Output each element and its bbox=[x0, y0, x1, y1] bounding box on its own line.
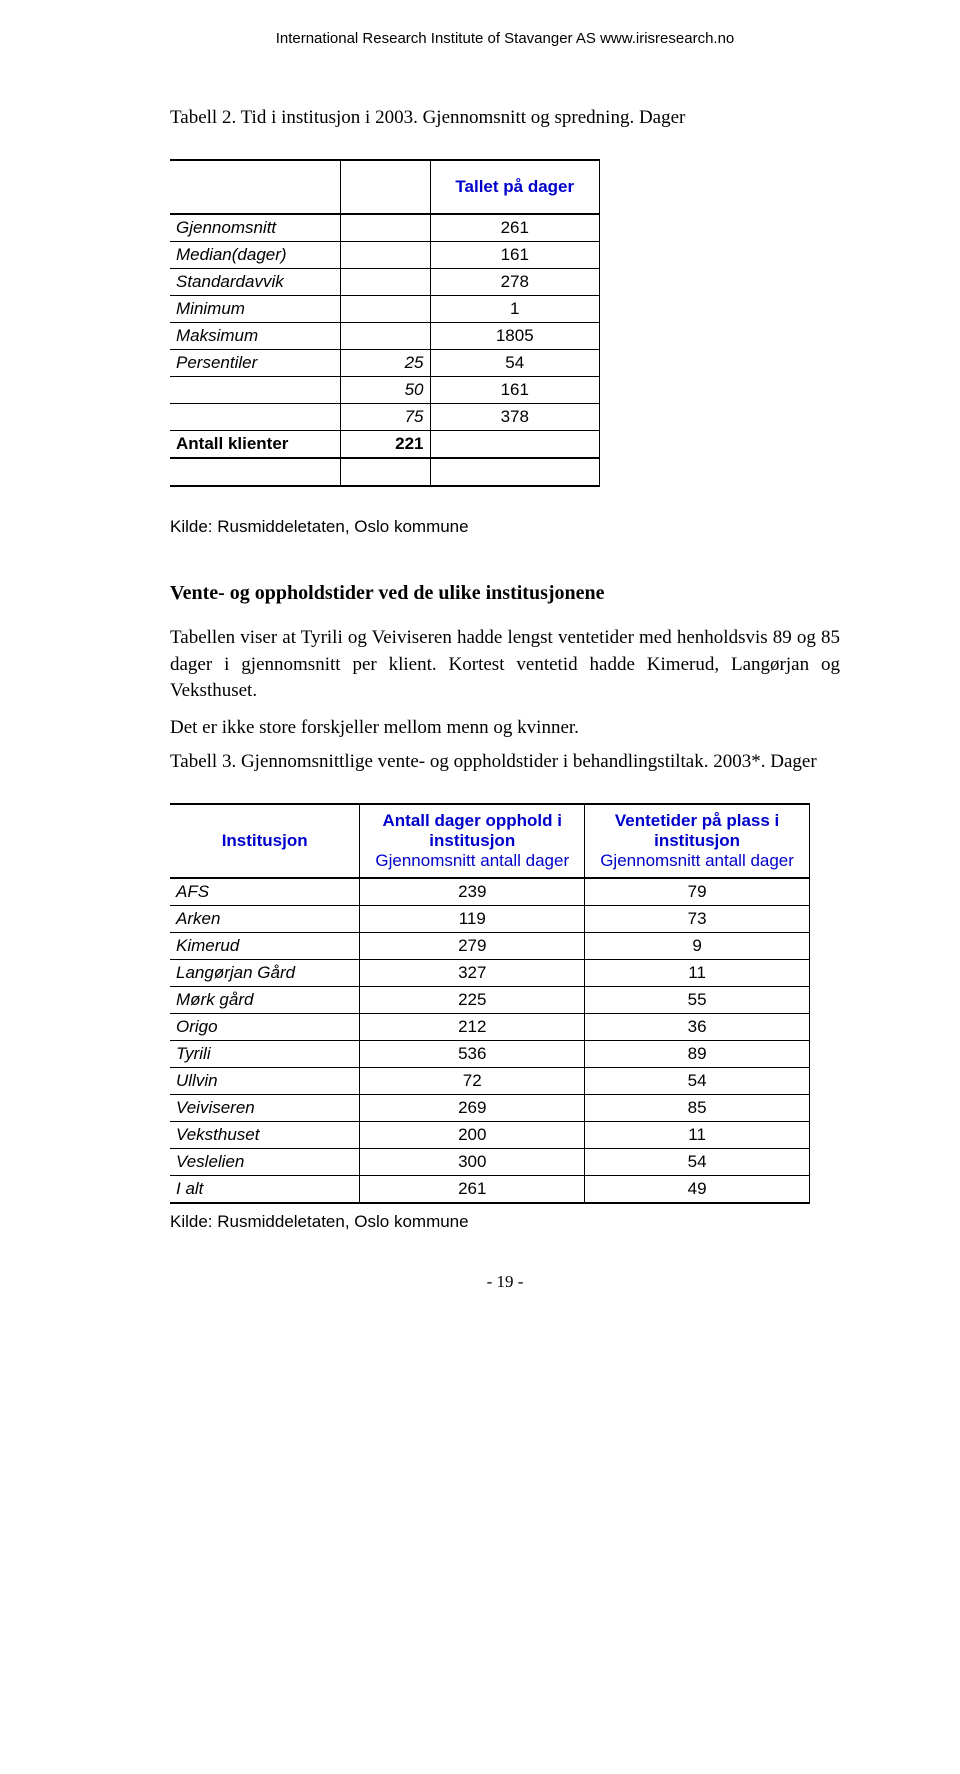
table2-row-vente: 85 bbox=[585, 1095, 810, 1122]
table2-row-label: Tyrili bbox=[170, 1041, 360, 1068]
table2-row-label: Langørjan Gård bbox=[170, 960, 360, 987]
table1-caption: Tabell 2. Tid i institusjon i 2003. Gjen… bbox=[170, 107, 840, 129]
table2-row-opphold: 279 bbox=[360, 933, 585, 960]
table1-row-mid bbox=[340, 323, 430, 350]
table1-row-value: 54 bbox=[430, 350, 600, 377]
table2-row-vente: 89 bbox=[585, 1041, 810, 1068]
table2-row-label: I alt bbox=[170, 1176, 360, 1204]
table2-row-opphold: 300 bbox=[360, 1149, 585, 1176]
table1-row-value bbox=[430, 431, 600, 459]
table2-row-vente: 73 bbox=[585, 906, 810, 933]
table2-row-opphold: 261 bbox=[360, 1176, 585, 1204]
table2-row-opphold: 119 bbox=[360, 906, 585, 933]
table1-row-value: 278 bbox=[430, 269, 600, 296]
table2-row-label: Origo bbox=[170, 1014, 360, 1041]
table2-row-label: Arken bbox=[170, 906, 360, 933]
table1-row-label: Standardavvik bbox=[170, 269, 340, 296]
table1-row-label bbox=[170, 377, 340, 404]
paragraph-1: Tabellen viser at Tyrili og Veiviseren h… bbox=[170, 625, 840, 705]
table2-row-label: Veiviseren bbox=[170, 1095, 360, 1122]
table2-row-vente: 9 bbox=[585, 933, 810, 960]
table1-row-value: 1 bbox=[430, 296, 600, 323]
table1-row-label: Minimum bbox=[170, 296, 340, 323]
table1: Tallet på dager Gjennomsnitt 261 Median(da… bbox=[170, 159, 600, 487]
table2-row-vente: 54 bbox=[585, 1149, 810, 1176]
table1-row-mid: 75 bbox=[340, 404, 430, 431]
table2-row-opphold: 200 bbox=[360, 1122, 585, 1149]
table1-row-value: 161 bbox=[430, 242, 600, 269]
table1-row-label: Gjennomsnitt bbox=[170, 214, 340, 242]
table2-row-label: Kimerud bbox=[170, 933, 360, 960]
table1-row-label: Maksimum bbox=[170, 323, 340, 350]
paragraph-2: Det er ikke store forskjeller mellom men… bbox=[170, 715, 840, 742]
table2-row-opphold: 212 bbox=[360, 1014, 585, 1041]
table2-row-label: Veslelien bbox=[170, 1149, 360, 1176]
table2-row-label: Veksthuset bbox=[170, 1122, 360, 1149]
table2-row-vente: 36 bbox=[585, 1014, 810, 1041]
table1-row-label bbox=[170, 404, 340, 431]
table2-col3-header-line2: Gjennomsnitt antall dager bbox=[591, 851, 803, 871]
table1-header: Tallet på dager bbox=[430, 160, 600, 214]
table1-row-label: Antall klienter bbox=[170, 431, 340, 459]
table2: Institusjon Antall dager opphold i insti… bbox=[170, 803, 810, 1204]
table1-row-mid bbox=[340, 214, 430, 242]
table2-col3-header-line1: Ventetider på plass i institusjon bbox=[591, 811, 803, 851]
table2-row-opphold: 269 bbox=[360, 1095, 585, 1122]
table1-row-value: 161 bbox=[430, 377, 600, 404]
table2-row-vente: 11 bbox=[585, 960, 810, 987]
table1-source: Kilde: Rusmiddeletaten, Oslo kommune bbox=[170, 517, 840, 537]
table2-row-opphold: 225 bbox=[360, 987, 585, 1014]
table2-row-opphold: 536 bbox=[360, 1041, 585, 1068]
table2-row-vente: 79 bbox=[585, 878, 810, 906]
table2-row-label: Ullvin bbox=[170, 1068, 360, 1095]
table2-col2-header-line2: Gjennomsnitt antall dager bbox=[366, 851, 578, 871]
table1-row-mid bbox=[340, 296, 430, 323]
table1-row-mid bbox=[340, 269, 430, 296]
table1-row-label: Persentiler bbox=[170, 350, 340, 377]
table1-row-mid: 25 bbox=[340, 350, 430, 377]
table2-row-label: AFS bbox=[170, 878, 360, 906]
page-number: - 19 - bbox=[170, 1272, 840, 1292]
table1-row-mid: 50 bbox=[340, 377, 430, 404]
table1-row-mid bbox=[340, 242, 430, 269]
table1-row-mid: 221 bbox=[340, 431, 430, 459]
table2-row-vente: 54 bbox=[585, 1068, 810, 1095]
table2-row-vente: 11 bbox=[585, 1122, 810, 1149]
table1-row-value: 261 bbox=[430, 214, 600, 242]
table2-row-opphold: 72 bbox=[360, 1068, 585, 1095]
section-heading: Vente- og oppholdstider ved de ulike ins… bbox=[170, 582, 840, 605]
table2-row-vente: 55 bbox=[585, 987, 810, 1014]
table2-col2-header-line1: Antall dager opphold i institusjon bbox=[366, 811, 578, 851]
table2-row-vente: 49 bbox=[585, 1176, 810, 1204]
table2-caption: Tabell 3. Gjennomsnittlige vente- og opp… bbox=[170, 751, 840, 773]
table1-row-value: 1805 bbox=[430, 323, 600, 350]
page-header: International Research Institute of Stav… bbox=[170, 30, 840, 47]
table2-source: Kilde: Rusmiddeletaten, Oslo kommune bbox=[170, 1212, 840, 1232]
table1-row-value: 378 bbox=[430, 404, 600, 431]
table2-row-label: Mørk gård bbox=[170, 987, 360, 1014]
table1-row-label: Median(dager) bbox=[170, 242, 340, 269]
table2-row-opphold: 239 bbox=[360, 878, 585, 906]
table2-col1-header: Institusjon bbox=[170, 804, 360, 878]
table2-row-opphold: 327 bbox=[360, 960, 585, 987]
